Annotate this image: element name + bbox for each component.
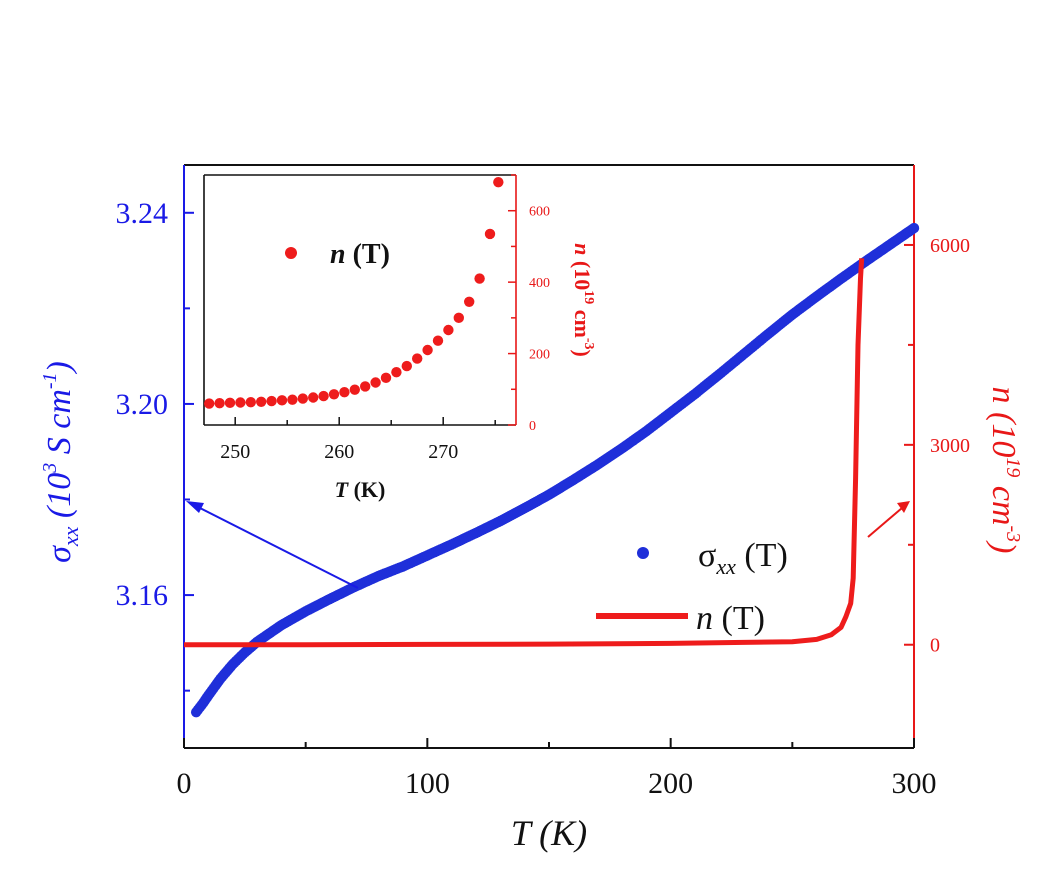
inset-n-point [297, 393, 308, 404]
inset-n-point [401, 360, 412, 372]
inset-plot: 250 260 270 0 200 400 600 T (K) n (1019 cm-3) n (… [203, 174, 596, 502]
arrow-head-right [897, 501, 910, 513]
inset-n-point [412, 353, 423, 364]
y-right-tick-label: 0 [930, 635, 940, 657]
inset-n-point [339, 386, 350, 398]
inset-y-tick-label: 600 [529, 205, 550, 220]
inset-x-axis-label: T (K) [335, 477, 386, 502]
inset-n-point [349, 384, 360, 395]
inset-n-point [493, 176, 504, 188]
inset-n-point [256, 396, 267, 407]
inset-n-point [266, 395, 277, 407]
legend-n-label: n (T) [696, 600, 765, 637]
x-tick-label: 200 [648, 767, 693, 800]
inset-x-tick-label: 260 [324, 441, 354, 463]
y-right-tick-label: 3000 [930, 435, 970, 457]
inset-n-point [432, 335, 444, 346]
inset-n-point [328, 389, 340, 400]
y-left-tick-label: 3.16 [116, 579, 169, 612]
x-tick-label: 300 [892, 767, 937, 800]
inset-n-point [370, 377, 381, 388]
legend-sigma-marker [637, 547, 649, 559]
inset-n-point [287, 394, 298, 405]
arrow-to-left-axis [195, 505, 359, 589]
y-left-axis-label: σxx (103 S cm-1) [39, 361, 83, 563]
inset-legend-marker [285, 247, 297, 259]
legend-sigma-label: σxx (T) [698, 537, 788, 579]
inset-n-point [422, 344, 433, 356]
inset-n-point [453, 312, 464, 324]
inset-x-tick-label: 250 [220, 441, 250, 463]
inset-y-tick-label: 0 [529, 419, 536, 434]
arrow-head-left [186, 501, 204, 513]
inset-n-series [204, 176, 504, 409]
inset-n-point [224, 397, 236, 409]
inset-y-tick-label: 200 [529, 348, 550, 363]
inset-n-point [318, 390, 329, 402]
inset-n-point [484, 228, 496, 240]
inset-n-point [276, 395, 288, 406]
inset-n-point [204, 398, 215, 409]
y-left-tick-label: 3.24 [116, 197, 169, 230]
overlay [186, 501, 910, 589]
inset-n-point [391, 366, 402, 378]
inset-background [204, 175, 516, 425]
inset-y-axis-label: n (1019 cm-3) [570, 243, 596, 357]
arrow-to-right-axis [867, 507, 903, 538]
y-right-axis-label: n (1019 cm-3) [985, 387, 1024, 554]
x-tick-label: 0 [177, 767, 192, 800]
sigma-series [190, 222, 920, 718]
sigma-point [908, 222, 920, 234]
y-right-tick-label: 6000 [930, 235, 970, 257]
inset-y-tick-label: 400 [529, 276, 550, 291]
inset-n-point [474, 273, 485, 284]
inset-n-point [235, 397, 246, 408]
inset-n-point [380, 372, 392, 384]
y-left-tick-label: 3.20 [116, 388, 169, 421]
inset-n-point [464, 296, 475, 307]
inset-n-point [443, 324, 454, 336]
inset-n-point [308, 392, 319, 403]
n-series-line [184, 258, 865, 648]
inset-n-point [360, 381, 371, 392]
x-axis-label: T (K) [511, 813, 587, 853]
x-tick-label: 100 [405, 767, 450, 800]
inset-legend-label: n (T) [330, 239, 390, 270]
inset-n-point [245, 396, 256, 408]
inset-n-point [214, 398, 225, 409]
inset-x-tick-label: 270 [428, 441, 458, 463]
